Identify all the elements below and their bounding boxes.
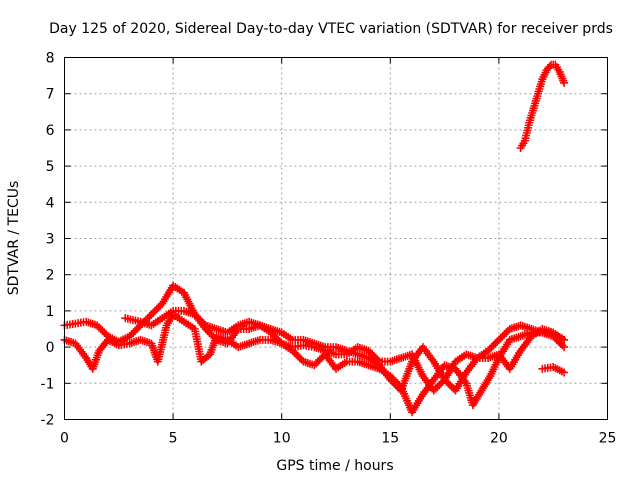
data-point [560,368,569,377]
y-tick-labels: -2 -1 0 1 2 3 4 5 6 7 8 [41,51,55,429]
x-tick-label: 10 [273,431,291,447]
x-tick-labels: 0 5 10 15 20 25 [60,431,616,447]
y-tick-label: -2 [41,413,55,429]
x-tick-label: 15 [381,431,399,447]
data-points [60,60,569,417]
y-tick-label: 4 [46,195,55,211]
y-tick-label: 2 [46,268,55,284]
series-track-c [121,306,569,395]
data-point [560,343,569,352]
y-tick-label: -1 [41,376,55,392]
y-tick-label: 1 [46,304,55,320]
y-tick-label: 0 [46,340,55,356]
x-tick-label: 20 [490,431,508,447]
x-tick-label: 5 [169,431,178,447]
y-tick-label: 7 [46,87,55,103]
y-tick-label: 5 [46,159,55,175]
x-axis-label: GPS time / hours [276,458,393,474]
chart-title: Day 125 of 2020, Sidereal Day-to-day VTE… [49,21,613,37]
x-tick-label: 0 [60,431,69,447]
series-track-d [516,60,569,377]
y-tick-label: 3 [46,232,55,248]
y-tick-label: 6 [46,123,55,139]
y-axis-label: SDTVAR / TECUs [6,181,22,296]
axis-ticks [64,57,608,420]
y-tick-label: 8 [46,51,55,67]
data-point [560,335,569,344]
data-point [560,78,569,87]
x-tick-label: 25 [599,431,617,447]
